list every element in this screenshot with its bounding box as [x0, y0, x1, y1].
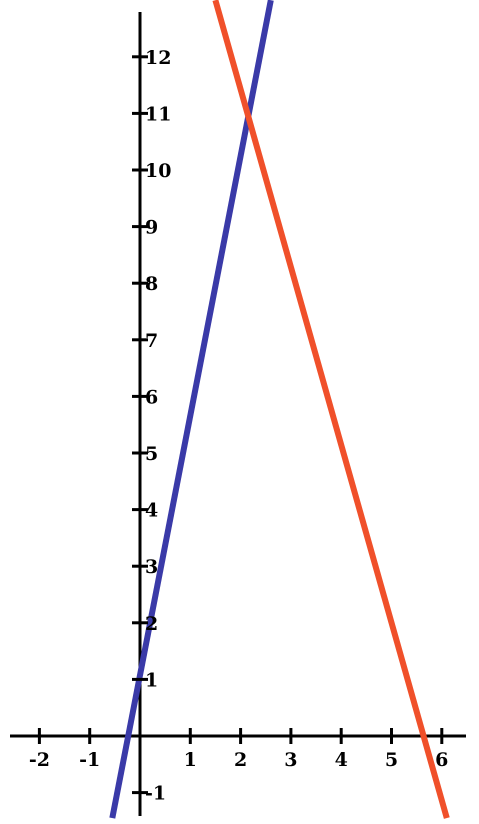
y-tick-label-3: 3: [145, 556, 158, 578]
x-tick-label--2: -2: [29, 749, 50, 771]
y-tick-label-4: 4: [145, 500, 158, 522]
x-tick-label-5: 5: [385, 749, 398, 771]
axes: [10, 12, 466, 816]
y-tick-label-10: 10: [145, 160, 171, 182]
y-tick-label-11: 11: [145, 103, 171, 125]
y-tick-label-7: 7: [145, 330, 158, 352]
y-tick-label-8: 8: [145, 273, 158, 295]
x-tick-label-2: 2: [234, 749, 247, 771]
x-tick-label--1: -1: [79, 749, 100, 771]
series-line-2: [212, 0, 450, 819]
ticks: [37, 55, 444, 795]
y-tick-label-12: 12: [145, 47, 171, 69]
y-tick-label-9: 9: [145, 217, 158, 239]
x-tick-label-4: 4: [335, 749, 348, 771]
series-line-1: [109, 0, 274, 819]
x-tick-label-1: 1: [184, 749, 197, 771]
y-tick-label-5: 5: [145, 443, 158, 465]
y-tick-label-2: 2: [145, 613, 158, 635]
x-tick-label-3: 3: [284, 749, 297, 771]
x-tick-label-6: 6: [435, 749, 448, 771]
y-tick-label--1: -1: [145, 783, 166, 805]
y-tick-label-1: 1: [145, 669, 158, 691]
y-tick-label-6: 6: [145, 386, 158, 408]
series-layer: [109, 0, 450, 819]
